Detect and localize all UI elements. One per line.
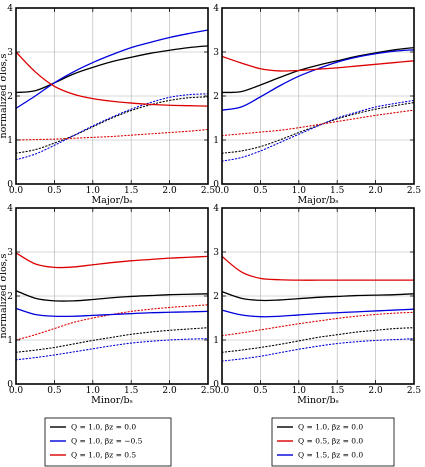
- chart-panel-3: 0.0 0.5 1.0 1.5 2.0 2.5 0 1 2 3 4 Minor/bₛ normalize…: [0, 204, 215, 406]
- chart-panel-1: 0.0 0.5 1.0 1.5 2.0 2.5 0 1 2 3 4 Major/bₛ normalize…: [0, 4, 215, 206]
- x-tick-label: 1.0: [86, 386, 101, 396]
- x-tick-label: 0.0: [215, 386, 230, 396]
- legend-box: [44, 417, 172, 467]
- y-tick-label: 3: [213, 248, 219, 258]
- chart-panel-4: 0.0 0.5 1.0 1.5 2.0 2.5 0 1 2 3 4 Minor/bₛ: [213, 204, 421, 406]
- legend-1: Q = 1.0, βz = 0.0 Q = 1.0, βz = −0.5 Q = 1…: [44, 417, 172, 467]
- x-tick-label: 0.0: [9, 186, 24, 196]
- legend-label: Q = 0.5, βz = 0.0: [298, 437, 363, 446]
- x-tick-label: 0.0: [9, 386, 24, 396]
- series-line-6: [221, 109, 415, 137]
- series-line-6: [221, 311, 415, 337]
- legend-label: Q = 1.0, βz = −0.5: [71, 437, 143, 446]
- legend-label: Q = 1.0, βz = 0.0: [298, 423, 363, 432]
- x-tick-label: 2.5: [407, 186, 422, 196]
- x-tick-label: 0.0: [215, 186, 230, 196]
- series-line-4: [221, 327, 415, 353]
- y-axis-label: normalized σlos,s: [0, 253, 9, 338]
- x-tick-label: 1.5: [124, 386, 139, 396]
- y-tick-label: 1: [7, 336, 13, 346]
- series-line-2: [15, 29, 209, 109]
- y-tick-label: 0: [7, 380, 13, 390]
- series-line-3: [221, 255, 414, 281]
- x-axis-label: Major/bₛ: [297, 195, 338, 206]
- x-tick-label: 1.5: [330, 386, 345, 396]
- series-line-1: [221, 290, 415, 302]
- y-tick-label: 2: [213, 292, 219, 302]
- y-tick-label: 4: [7, 4, 13, 14]
- y-tick-label: 0: [213, 380, 219, 390]
- y-axis-label: normalized σlos,s: [0, 53, 9, 138]
- x-tick-label: 2.0: [368, 386, 383, 396]
- series-line-1: [15, 45, 209, 94]
- y-tick-label: 3: [7, 48, 13, 58]
- x-tick-label: 2.0: [368, 186, 383, 196]
- series-line-3: [15, 252, 209, 269]
- series-line-5: [15, 338, 209, 361]
- x-tick-label: 0.5: [253, 186, 268, 196]
- y-tick-label: 2: [213, 92, 219, 102]
- x-tick-label: 2.5: [407, 386, 422, 396]
- series-line-2: [221, 308, 415, 318]
- series-line-3: [15, 51, 209, 107]
- series-line-6: [15, 128, 209, 141]
- series-line-5: [221, 338, 415, 362]
- legend-label: Q = 1.5, βz = 0.0: [298, 451, 363, 460]
- x-axis-label: Major/bₛ: [91, 195, 132, 206]
- series-line-4: [15, 96, 209, 154]
- y-tick-label: 0: [213, 180, 219, 190]
- chart-panel-2: 0.0 0.5 1.0 1.5 2.0 2.5 0 1 2 3 4 Major/bₛ: [213, 4, 421, 206]
- x-tick-label: 2.5: [201, 386, 216, 396]
- x-tick-label: 1.5: [124, 186, 139, 196]
- series-line-2: [15, 307, 209, 318]
- y-tick-label: 4: [213, 4, 219, 14]
- legend-label: Q = 1.0, βz = 0.0: [71, 423, 136, 432]
- x-tick-label: 1.0: [86, 186, 101, 196]
- x-tick-label: 2.5: [201, 186, 216, 196]
- y-tick-label: 1: [7, 136, 13, 146]
- series-line-1: [221, 46, 415, 94]
- x-tick-label: 2.0: [162, 186, 177, 196]
- x-tick-label: 1.5: [330, 186, 345, 196]
- y-tick-label: 4: [213, 204, 219, 214]
- legend-label: Q = 1.0, βz = 0.5: [71, 451, 136, 460]
- x-axis-label: Minor/bₛ: [297, 395, 339, 406]
- series-line-1: [15, 290, 209, 302]
- y-tick-label: 1: [213, 136, 219, 146]
- series-line-3: [221, 55, 415, 72]
- y-tick-label: 3: [213, 48, 219, 58]
- y-tick-label: 3: [7, 248, 13, 258]
- x-tick-label: 2.0: [162, 386, 177, 396]
- legend-2: Q = 1.0, βz = 0.0 Q = 0.5, βz = 0.0 Q = 1.…: [271, 417, 395, 467]
- series-line-5: [15, 93, 209, 161]
- legend-box: [271, 417, 395, 467]
- y-tick-label: 1: [213, 336, 219, 346]
- y-tick-label: 2: [7, 292, 13, 302]
- y-tick-label: 4: [7, 204, 13, 214]
- y-tick-label: 0: [7, 180, 13, 190]
- x-tick-label: 0.5: [47, 386, 62, 396]
- series-line-4: [15, 327, 209, 353]
- series-line-5: [221, 99, 415, 162]
- y-tick-label: 2: [7, 92, 13, 102]
- x-tick-label: 0.5: [253, 386, 268, 396]
- x-axis-label: Minor/bₛ: [91, 395, 133, 406]
- x-tick-label: 0.5: [47, 186, 62, 196]
- x-tick-label: 1.0: [292, 386, 307, 396]
- x-tick-label: 1.0: [292, 186, 307, 196]
